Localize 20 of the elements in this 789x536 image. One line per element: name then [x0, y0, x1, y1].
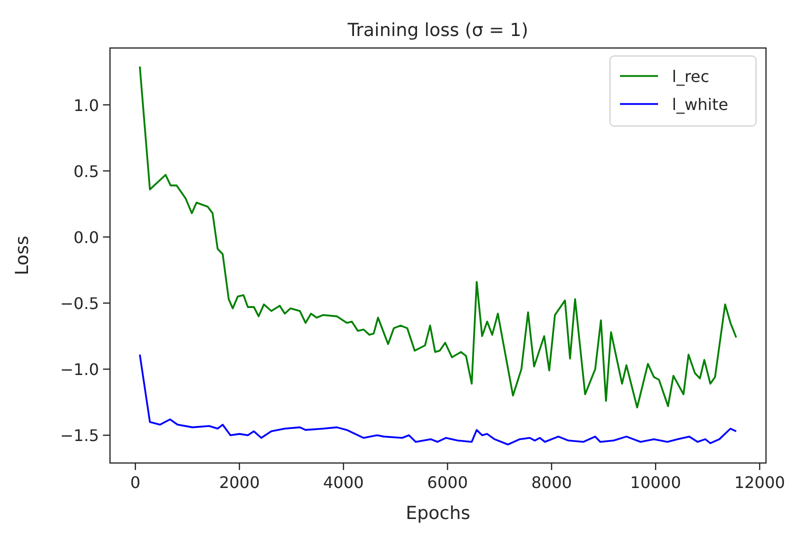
line-series — [138, 66, 738, 408]
y-tick-label: 0.0 — [74, 228, 99, 247]
y-tick-label: −1.5 — [60, 426, 99, 446]
chart-title: Training loss (σ = 1) — [346, 20, 528, 41]
line-series — [138, 354, 738, 446]
x-tick-label: 2000 — [219, 473, 260, 492]
legend-label: l_white — [672, 95, 728, 114]
x-tick-label: 6000 — [427, 473, 468, 492]
x-tick-label: 0 — [130, 473, 140, 492]
y-tick-label: −0.5 — [60, 294, 99, 314]
y-tick-label: 1.0 — [74, 96, 99, 115]
x-tick-label: 4000 — [323, 473, 364, 492]
x-tick-label: 10000 — [630, 473, 682, 492]
x-axis-title: Epochs — [406, 503, 470, 524]
y-tick-label: 0.5 — [74, 162, 99, 181]
x-tick-label: 8000 — [531, 473, 572, 492]
y-tick-label: −1.0 — [60, 360, 99, 380]
x-tick-label: 12000 — [734, 473, 786, 492]
y-axis-title: Loss — [12, 236, 33, 276]
legend-label: l_rec — [672, 67, 710, 86]
